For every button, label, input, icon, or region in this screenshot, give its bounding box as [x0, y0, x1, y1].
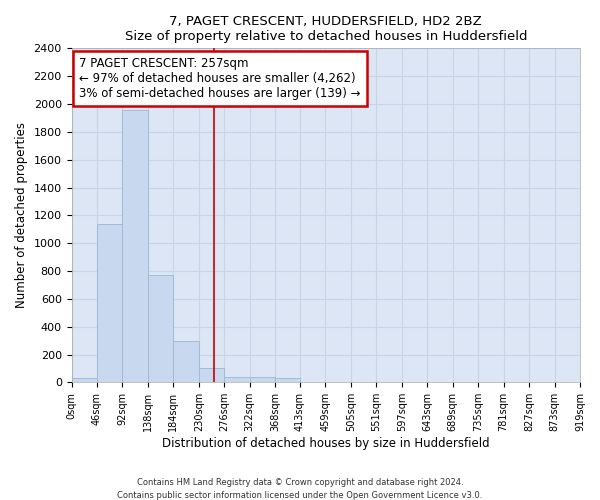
Title: 7, PAGET CRESCENT, HUDDERSFIELD, HD2 2BZ
Size of property relative to detached h: 7, PAGET CRESCENT, HUDDERSFIELD, HD2 2BZ…	[125, 15, 527, 43]
Bar	[97, 224, 122, 382]
Bar	[71, 378, 97, 382]
Bar	[148, 275, 173, 382]
Text: 7 PAGET CRESCENT: 257sqm
← 97% of detached houses are smaller (4,262)
3% of semi: 7 PAGET CRESCENT: 257sqm ← 97% of detach…	[79, 56, 361, 100]
Y-axis label: Number of detached properties: Number of detached properties	[15, 122, 28, 308]
Bar	[275, 378, 300, 382]
Bar	[224, 377, 250, 382]
Bar	[199, 368, 224, 382]
Text: Contains HM Land Registry data © Crown copyright and database right 2024.
Contai: Contains HM Land Registry data © Crown c…	[118, 478, 482, 500]
Bar	[122, 110, 148, 382]
Bar	[173, 340, 199, 382]
Bar	[250, 377, 275, 382]
X-axis label: Distribution of detached houses by size in Huddersfield: Distribution of detached houses by size …	[162, 437, 490, 450]
